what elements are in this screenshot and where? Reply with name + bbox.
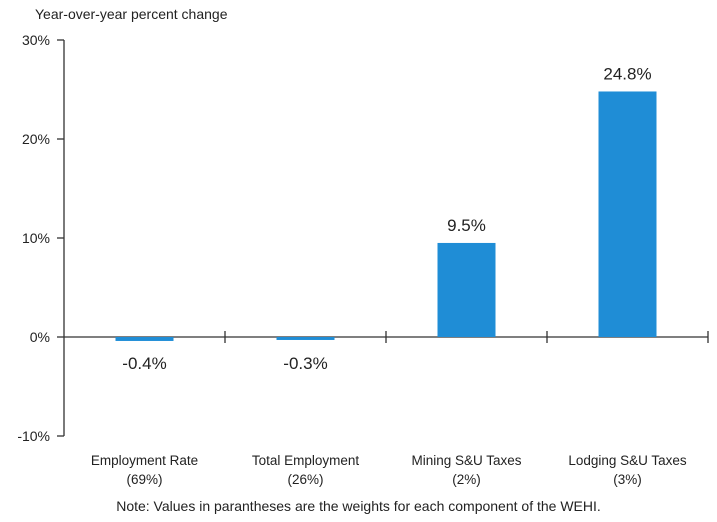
y-tick-label: 30% [22, 32, 50, 48]
x-tick-label: Lodging S&U Taxes [568, 453, 687, 468]
bar [437, 242, 496, 337]
x-tick-label: Total Employment [252, 453, 360, 468]
data-label: 9.5% [447, 216, 486, 235]
y-tick-label: -10% [17, 428, 50, 444]
x-tick-label: Employment Rate [91, 453, 198, 468]
data-label: -0.3% [283, 354, 327, 373]
footnote: Note: Values in parantheses are the weig… [116, 498, 601, 514]
x-tick-label: (26%) [287, 472, 323, 487]
data-label: -0.4% [122, 354, 166, 373]
bar [115, 337, 174, 341]
x-tick-label: (3%) [613, 472, 642, 487]
data-label: 24.8% [603, 64, 651, 83]
y-tick-label: 10% [22, 230, 50, 246]
x-tick-label: (2%) [452, 472, 481, 487]
bar [276, 337, 335, 340]
bars [115, 91, 657, 341]
x-tick-label: Mining S&U Taxes [411, 453, 521, 468]
y-tick-label: 0% [30, 329, 50, 345]
y-axis-title: Year-over-year percent change [35, 6, 228, 22]
x-tick-label: (69%) [126, 472, 162, 487]
labels: -0.4% Employment Rate (69%) -0.3% Total Empl… [91, 64, 687, 487]
bar [598, 91, 657, 337]
bar-chart: -10% 0% 10% 20% 30% -0.4% Employment Rate (69%… [17, 32, 709, 487]
y-tick-label: 20% [22, 131, 50, 147]
